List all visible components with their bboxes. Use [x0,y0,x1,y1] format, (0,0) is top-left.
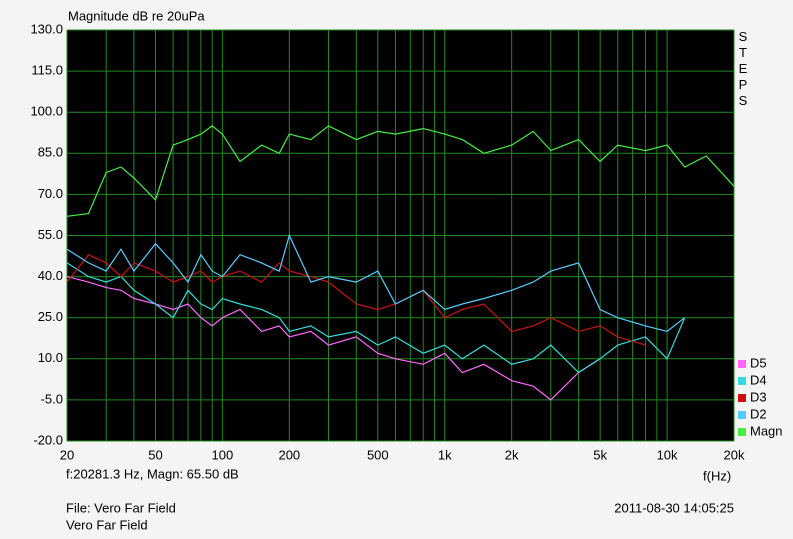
y-tick-label: -5.0 [41,391,63,406]
y-tick-label: 10.0 [38,350,63,365]
y-tick-label: 115.0 [31,63,63,78]
cursor-readout: f:20281.3 Hz, Magn: 65.50 dB [66,466,239,481]
series-line [66,233,686,333]
legend-label: Magn [750,423,783,438]
legend-swatch [738,411,746,419]
x-tick-label: 10k [657,447,678,462]
x-tick-label: 200 [278,447,300,462]
chart-title: Magnitude dB re 20uPa [68,8,205,23]
legend-label: D5 [750,355,767,370]
x-axis-label: f(Hz) [703,468,731,483]
legend-swatch [738,394,746,402]
timestamp: 2011-08-30 14:05:25 [614,500,734,515]
y-tick-label: 40.0 [38,268,63,283]
series-line [66,262,686,374]
series-line [66,253,646,346]
y-tick-label: 55.0 [38,227,63,242]
x-tick-label: 2k [505,447,519,462]
y-tick-label: 100.0 [30,104,63,119]
y-tick-label: 130.0 [30,21,63,36]
series-line [66,276,601,401]
file-label: File: Vero Far Field [66,500,176,515]
y-tick-label: 25.0 [38,309,63,324]
legend-swatch [738,428,746,436]
legend-label: D4 [750,372,767,387]
legend-swatch [738,377,746,385]
x-tick-label: 500 [367,447,389,462]
subtitle: Vero Far Field [66,517,148,532]
y-tick-label: 85.0 [38,145,63,160]
series-line [66,125,735,217]
x-tick-label: 20 [60,447,74,462]
y-tick-label: -20.0 [33,432,63,447]
x-tick-label: 50 [148,447,162,462]
y-tick-label: 70.0 [38,186,63,201]
x-tick-label: 5k [593,447,607,462]
legend-label: D3 [750,389,767,404]
x-tick-label: 100 [212,447,234,462]
x-tick-label: 1k [438,447,452,462]
legend-swatch [738,360,746,368]
x-tick-label: 20k [724,447,745,462]
legend-label: D2 [750,406,767,421]
